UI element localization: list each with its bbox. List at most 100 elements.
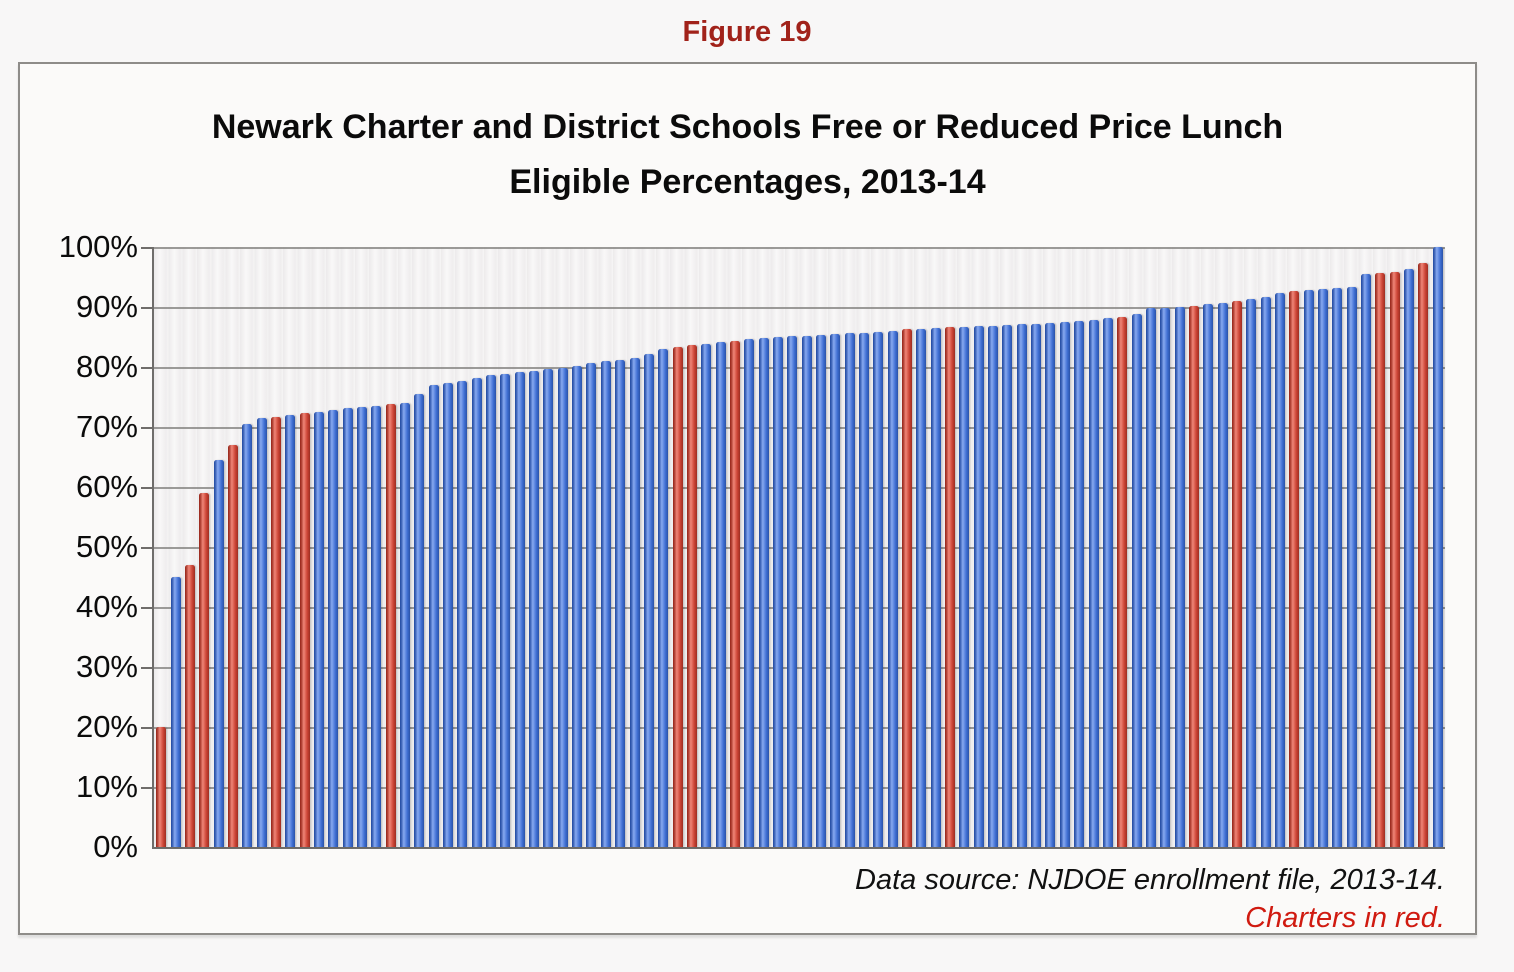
bar-district-school <box>428 385 439 847</box>
bar-charter-school <box>299 413 310 847</box>
bar-district-school <box>1274 293 1285 847</box>
bar-district-school <box>815 335 826 847</box>
bar-slot <box>340 247 354 847</box>
bar-district-school <box>830 334 841 847</box>
bar-district-school <box>1145 308 1156 847</box>
bar-slot <box>455 247 469 847</box>
bar-slot <box>283 247 297 847</box>
bar-slot <box>498 247 512 847</box>
y-axis-label: 10% <box>75 769 138 804</box>
bar-slot <box>1187 247 1201 847</box>
bar-district-school <box>471 377 482 847</box>
bar-district-school <box>1260 297 1271 847</box>
bar-slot <box>1043 247 1057 847</box>
bar-charter-school <box>729 340 740 847</box>
bar-district-school <box>1217 302 1228 847</box>
bar-slot <box>197 247 211 847</box>
bar-district-school <box>701 343 712 847</box>
bar-slot <box>929 247 943 847</box>
bar-district-school <box>758 338 769 847</box>
bar-slot <box>168 247 182 847</box>
bar-slot <box>857 247 871 847</box>
bar-slot <box>814 247 828 847</box>
bar-charter-school <box>184 565 195 847</box>
gridline <box>154 547 1445 549</box>
y-axis-label: 0% <box>93 829 138 864</box>
bar-slot <box>556 247 570 847</box>
bar-charter-school <box>1418 262 1429 847</box>
bar-slot <box>1144 247 1158 847</box>
y-axis-label: 60% <box>75 469 138 504</box>
y-axis-label: 30% <box>75 649 138 684</box>
bar-slot <box>1244 247 1258 847</box>
bar-slot <box>756 247 770 847</box>
bar-slot <box>685 247 699 847</box>
bar-district-school <box>1246 299 1257 847</box>
bar-charter-school <box>270 416 281 847</box>
bar-district-school <box>1131 314 1142 847</box>
bar-slot <box>785 247 799 847</box>
bar-slot <box>627 247 641 847</box>
bar-slot <box>886 247 900 847</box>
bar-slot <box>1000 247 1014 847</box>
bar-slot <box>957 247 971 847</box>
y-axis-tick <box>141 487 154 489</box>
bar-charter-school <box>686 345 697 847</box>
bar-district-school <box>973 326 984 847</box>
bar-slot <box>398 247 412 847</box>
bar-slot <box>1388 247 1402 847</box>
bar-district-school <box>500 373 511 847</box>
y-axis-tick <box>141 727 154 729</box>
bar-slot <box>1058 247 1072 847</box>
bar-slot <box>584 247 598 847</box>
y-axis-label: 100% <box>58 229 138 264</box>
bar-district-school <box>514 372 525 847</box>
bar-series <box>154 247 1445 847</box>
gridline <box>154 727 1445 729</box>
bar-slot <box>384 247 398 847</box>
chart-title-line2: Eligible Percentages, 2013-14 <box>509 163 986 202</box>
y-axis-tick <box>141 787 154 789</box>
bar-slot <box>1230 247 1244 847</box>
bar-slot <box>771 247 785 847</box>
bar-district-school <box>557 367 568 847</box>
y-axis-tick <box>141 427 154 429</box>
bar-district-school <box>328 410 339 847</box>
bar-district-school <box>844 333 855 847</box>
bar-slot <box>742 247 756 847</box>
bar-district-school <box>787 336 798 847</box>
bar-charter-school <box>1389 271 1400 847</box>
bar-district-school <box>213 460 224 847</box>
bar-district-school <box>414 394 425 847</box>
bar-district-school <box>715 342 726 847</box>
bar-slot <box>670 247 684 847</box>
bar-charter-school <box>1289 291 1300 847</box>
bar-district-school <box>658 349 669 847</box>
gridline <box>154 667 1445 669</box>
bar-district-school <box>313 412 324 847</box>
bar-district-school <box>1404 268 1415 847</box>
bar-slot <box>986 247 1000 847</box>
bar-district-school <box>342 408 353 847</box>
bar-district-school <box>443 382 454 847</box>
y-axis-tick <box>141 607 154 609</box>
y-axis-tick <box>141 307 154 309</box>
bar-slot <box>226 247 240 847</box>
bar-district-school <box>1059 322 1070 847</box>
gridline <box>154 607 1445 609</box>
bar-district-school <box>356 407 367 847</box>
bar-charter-school <box>1231 301 1242 847</box>
bar-slot <box>1287 247 1301 847</box>
bar-slot <box>312 247 326 847</box>
bar-slot <box>972 247 986 847</box>
y-axis-tick <box>141 547 154 549</box>
bar-slot <box>900 247 914 847</box>
gridline <box>154 487 1445 489</box>
bar-slot <box>1015 247 1029 847</box>
bar-slot <box>1029 247 1043 847</box>
bar-district-school <box>1318 289 1329 847</box>
bar-slot <box>1129 247 1143 847</box>
bar-district-school <box>959 326 970 847</box>
bar-slot <box>1201 247 1215 847</box>
